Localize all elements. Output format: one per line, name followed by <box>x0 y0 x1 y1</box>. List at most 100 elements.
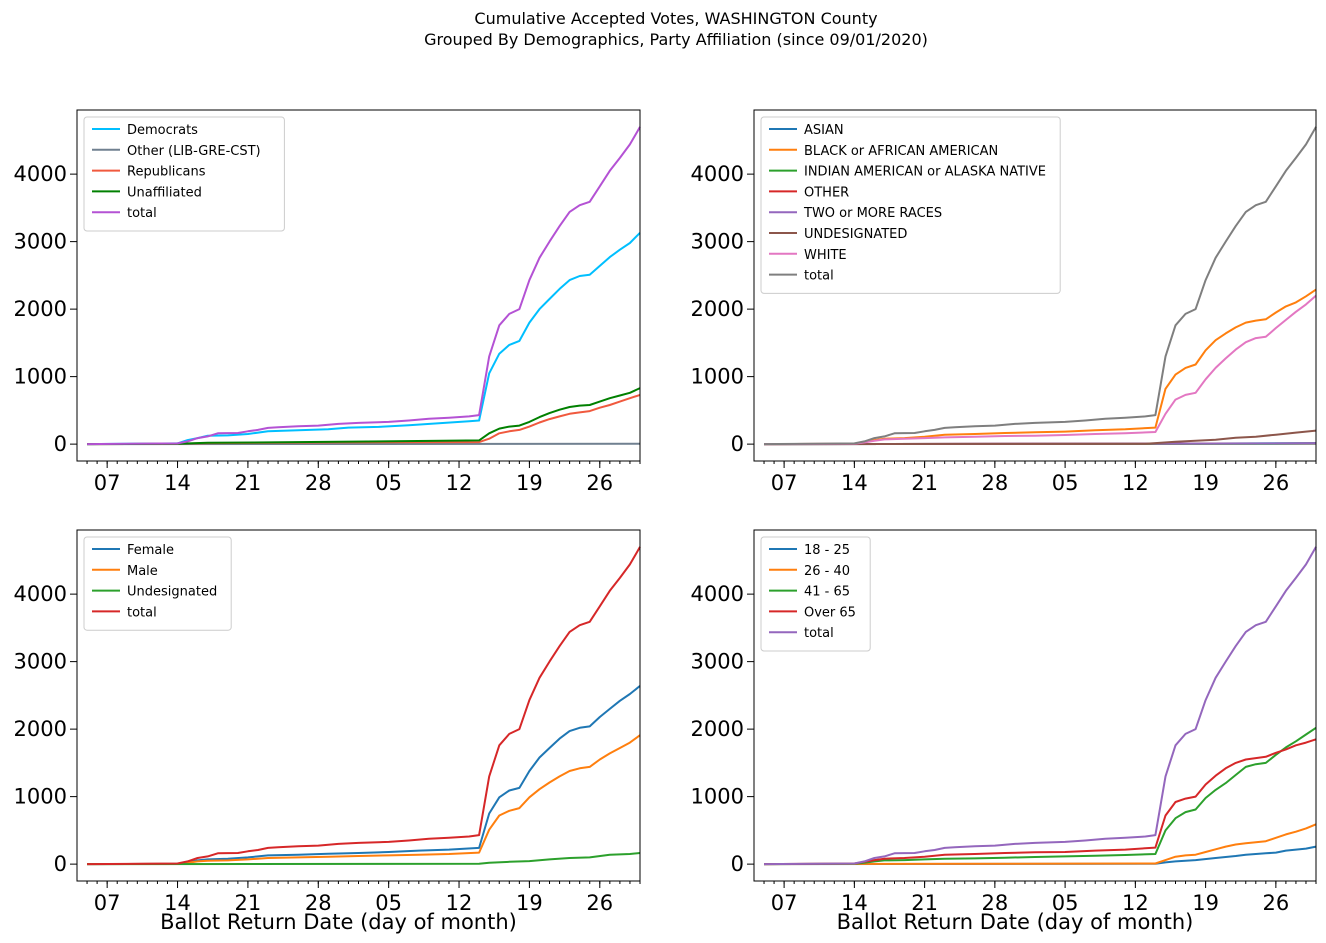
x-tick-label: 14 <box>841 471 868 495</box>
x-tick-label: 21 <box>911 471 938 495</box>
series-line-gender-0 <box>87 685 641 866</box>
x-tick-label: 07 <box>771 471 798 495</box>
x-tick-label: 26 <box>586 471 613 495</box>
legend-entry: Over 65 <box>804 605 856 620</box>
x-tick-label: 05 <box>375 891 402 915</box>
series-line-party-3 <box>87 387 641 446</box>
legend-entry: Unaffiliated <box>127 185 202 200</box>
series-line-party-2 <box>87 393 641 446</box>
x-tick-label: 21 <box>235 471 262 495</box>
x-tick-label: 26 <box>1262 471 1289 495</box>
legend-entry: ASIAN <box>804 123 844 138</box>
legend-box <box>83 536 232 631</box>
x-tick-label: 12 <box>446 471 473 495</box>
x-tick-label: 14 <box>841 891 868 915</box>
legend-entry: 41 - 65 <box>804 585 850 600</box>
x-tick-label: 19 <box>1192 891 1219 915</box>
legend-entry: UNDESIGNATED <box>804 227 907 242</box>
y-tick-label: 1000 <box>691 365 744 389</box>
y-tick-label: 1000 <box>14 365 67 389</box>
series-line-age-4 <box>763 546 1317 866</box>
figure-title-line-2: Grouped By Demographics, Party Affiliati… <box>424 30 928 49</box>
series-line-race-6 <box>763 294 1317 446</box>
x-tick-label: 28 <box>305 891 332 915</box>
series-line-race-1 <box>763 288 1317 446</box>
legend-entry: TWO or MORE RACES <box>803 206 942 221</box>
series-line-gender-3 <box>87 546 641 866</box>
legend-entry: total <box>804 626 834 641</box>
series-line-party-4 <box>87 126 641 446</box>
legend-entry: BLACK or AFRICAN AMERICAN <box>804 144 998 159</box>
legend-entry: 18 - 25 <box>804 543 850 558</box>
y-tick-label: 1000 <box>14 785 67 809</box>
x-tick-label: 12 <box>1122 471 1149 495</box>
legend-entry: INDIAN AMERICAN or ALASKA NATIVE <box>804 165 1046 180</box>
x-tick-label: 28 <box>981 471 1008 495</box>
series-line-party-0 <box>87 232 641 446</box>
y-tick-label: 4000 <box>14 582 67 606</box>
x-tick-label: 28 <box>981 891 1008 915</box>
x-tick-label: 21 <box>911 891 938 915</box>
x-tick-label: 07 <box>94 471 121 495</box>
x-axis-label: Ballot Return Date (day of month) <box>160 910 517 934</box>
y-tick-label: 2000 <box>691 717 744 741</box>
y-tick-label: 0 <box>54 432 67 456</box>
x-tick-label: 12 <box>446 891 473 915</box>
x-tick-label: 26 <box>1262 891 1289 915</box>
legend-entry: Undesignated <box>127 585 217 600</box>
panel-party: 07 14 21 28 05 12 19 26 0 1000 2000 3000 4000 Democra… <box>14 109 641 495</box>
legend-box <box>760 116 1061 294</box>
x-tick-label: 05 <box>1052 471 1079 495</box>
legend-entry: Male <box>127 564 158 579</box>
x-tick-label: 14 <box>164 471 191 495</box>
series-line-age-2 <box>763 726 1317 866</box>
legend-entry: OTHER <box>804 185 849 200</box>
legend-entry: 26 - 40 <box>804 564 850 579</box>
legend-entry: Democrats <box>127 123 198 138</box>
legend-entry: WHITE <box>804 248 847 263</box>
figure-title: Cumulative Accepted Votes, WASHINGTON Co… <box>0 8 1326 50</box>
y-tick-label: 2000 <box>691 297 744 321</box>
y-tick-label: 2000 <box>14 717 67 741</box>
x-tick-label: 21 <box>235 891 262 915</box>
y-tick-label: 1000 <box>691 785 744 809</box>
y-tick-label: 3000 <box>14 650 67 674</box>
y-tick-label: 0 <box>731 432 744 456</box>
x-tick-label: 26 <box>586 891 613 915</box>
x-tick-label: 07 <box>94 891 121 915</box>
x-axis-label: Ballot Return Date (day of month) <box>837 910 1194 934</box>
y-tick-label: 4000 <box>14 162 67 186</box>
x-tick-label: 05 <box>1052 891 1079 915</box>
y-tick-label: 3000 <box>691 230 744 254</box>
series-line-age-3 <box>763 738 1317 866</box>
series-line-age-0 <box>763 845 1317 866</box>
x-tick-label: 28 <box>305 471 332 495</box>
x-tick-label: 12 <box>1122 891 1149 915</box>
legend-entry: Other (LIB-GRE-CST) <box>127 144 261 159</box>
panel-gender: 07 14 21 28 05 12 19 26 0 1000 2000 3000 4000 Ballot … <box>14 529 641 934</box>
series-line-age-1 <box>763 823 1317 866</box>
legend-entry: total <box>804 269 834 284</box>
y-tick-label: 0 <box>731 852 744 876</box>
legend-entry: total <box>127 605 157 620</box>
x-tick-label: 19 <box>516 891 543 915</box>
legend-box <box>760 536 871 652</box>
x-tick-label: 07 <box>771 891 798 915</box>
legend-box <box>83 116 285 232</box>
x-tick-label: 19 <box>1192 471 1219 495</box>
series-line-gender-2 <box>87 852 641 866</box>
x-tick-label: 14 <box>164 891 191 915</box>
series-line-race-7 <box>763 126 1317 446</box>
figure-title-line-1: Cumulative Accepted Votes, WASHINGTON Co… <box>474 9 878 28</box>
series-line-gender-1 <box>87 734 641 866</box>
x-tick-label: 19 <box>516 471 543 495</box>
y-tick-label: 0 <box>54 852 67 876</box>
y-tick-label: 4000 <box>691 162 744 186</box>
y-tick-label: 3000 <box>691 650 744 674</box>
panel-race: 07 14 21 28 05 12 19 26 0 1000 2000 3000 4000 ASIAN BL… <box>691 109 1317 495</box>
y-tick-label: 4000 <box>691 582 744 606</box>
x-tick-label: 05 <box>375 471 402 495</box>
series-line-race-5 <box>763 429 1317 446</box>
legend-entry: total <box>127 206 157 221</box>
